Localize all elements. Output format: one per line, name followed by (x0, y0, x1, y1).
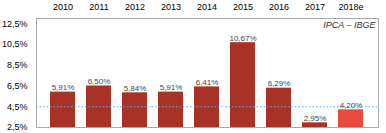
svg-text:6,5%: 6,5% (7, 81, 28, 91)
svg-text:5,91%: 5,91% (52, 83, 75, 92)
svg-text:10,5%: 10,5% (2, 39, 28, 49)
svg-text:4,5%: 4,5% (7, 102, 28, 112)
svg-text:2,5%: 2,5% (7, 122, 28, 132)
svg-text:12,5%: 12,5% (2, 19, 28, 29)
svg-text:2018e: 2018e (338, 2, 363, 12)
svg-text:6,50%: 6,50% (88, 77, 111, 86)
svg-text:8,5%: 8,5% (7, 60, 28, 70)
svg-text:5,84%: 5,84% (124, 84, 147, 93)
svg-text:2013: 2013 (161, 2, 181, 12)
svg-text:10,67%: 10,67% (229, 34, 256, 43)
svg-text:2012: 2012 (125, 2, 145, 12)
svg-text:2010: 2010 (53, 2, 73, 12)
svg-text:2011: 2011 (89, 2, 108, 12)
svg-text:2016: 2016 (269, 2, 289, 12)
svg-text:IPCA – IBGE: IPCA – IBGE (323, 20, 376, 30)
svg-text:5,91%: 5,91% (160, 83, 183, 92)
svg-text:2015: 2015 (233, 2, 253, 12)
svg-text:2017: 2017 (305, 2, 325, 12)
svg-text:6,41%: 6,41% (196, 78, 219, 87)
svg-text:6,29%: 6,29% (268, 79, 291, 88)
svg-text:4,20%: 4,20% (340, 101, 363, 110)
svg-text:2014: 2014 (197, 2, 217, 12)
svg-text:2,95%: 2,95% (304, 114, 327, 123)
